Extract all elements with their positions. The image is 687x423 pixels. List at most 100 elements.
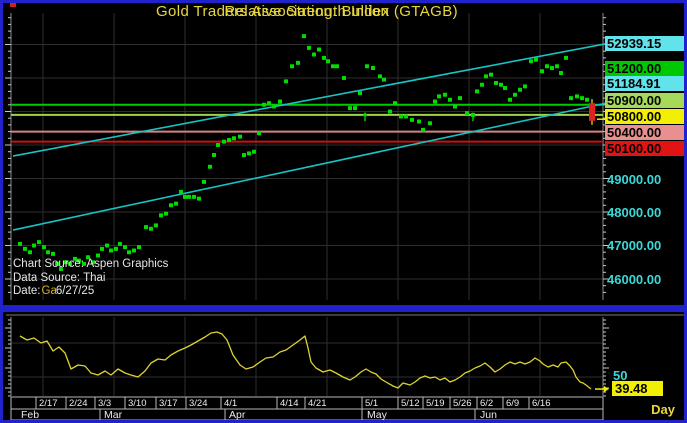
price-axis-tick [5, 111, 11, 112]
price-dot [513, 92, 517, 97]
price-axis-tick [603, 285, 606, 287]
price-axis-tick [603, 137, 606, 139]
rsi-axis-tick [603, 343, 606, 345]
price-dot [475, 89, 479, 94]
price-axis-tick [8, 285, 11, 287]
price-axis-tick [603, 191, 606, 193]
price-axis-tick [8, 265, 11, 267]
price-axis-tick [8, 17, 11, 19]
price-axis-tick [8, 258, 11, 260]
price-dot [32, 243, 36, 248]
price-dot [540, 69, 544, 74]
price-dot [559, 70, 563, 75]
chart-source-line: Chart Source: Aspen Graphics [13, 258, 169, 270]
rsi-axis-tick [603, 339, 606, 341]
rsi-axis-tick [603, 355, 606, 357]
price-dot [100, 246, 104, 251]
price-dot [137, 245, 141, 250]
price-dot [335, 64, 339, 69]
rsi-axis-tick [8, 363, 11, 365]
rsi-line [19, 331, 592, 390]
rsi-axis-tick [603, 319, 606, 321]
panel-separator[interactable] [3, 303, 684, 313]
rsi-axis-tick [603, 371, 606, 373]
price-axis-tick [5, 44, 11, 45]
price-axis-label: 46000.00 [607, 272, 662, 287]
price-dot [545, 64, 549, 69]
price-axis-tick [8, 191, 11, 193]
week-label: 5/19 [426, 398, 445, 409]
price-axis-tick [5, 245, 11, 246]
rsi-axis-tick [8, 391, 11, 393]
price-dot [118, 241, 122, 246]
price-dot [272, 104, 276, 109]
week-label: 3/24 [189, 398, 208, 409]
price-dot [114, 246, 118, 251]
price-axis-tick [8, 238, 11, 240]
rsi-axis-tick [8, 319, 11, 321]
price-axis-tick [8, 124, 11, 126]
rsi-axis-tick [8, 343, 11, 345]
price-axis-tick [603, 211, 609, 213]
date-value: 6/27/25 [55, 285, 95, 297]
price-dot [127, 250, 131, 255]
price-axis-tick [603, 171, 606, 173]
price-level-badge: 50900.00 [605, 93, 684, 108]
rsi-axis-tick [603, 363, 606, 365]
price-axis-tick [603, 131, 606, 133]
signal-arrow-head [470, 112, 476, 117]
price-dot [393, 101, 397, 106]
price-axis-tick [603, 245, 609, 246]
week-label: 2/24 [69, 398, 88, 409]
price-dot [212, 153, 216, 158]
chart-canvas[interactable] [3, 3, 687, 423]
price-axis-tick [603, 178, 609, 179]
price-dot [284, 79, 288, 84]
price-dot [183, 194, 187, 199]
price-dot [534, 57, 538, 62]
price-axis-tick [5, 211, 11, 213]
rsi-axis-tick [5, 367, 11, 369]
week-label: 3/17 [159, 398, 178, 409]
price-dot [421, 127, 425, 132]
price-dot [208, 164, 212, 169]
price-dot [342, 76, 346, 80]
price-dot [465, 111, 469, 116]
date-overlap-artifact: Ga [41, 285, 57, 297]
price-dot [123, 245, 127, 250]
price-dot [484, 74, 488, 79]
price-dot [51, 251, 55, 256]
rsi-axis-tick [603, 367, 609, 369]
price-axis-tick [8, 97, 11, 99]
price-dot [105, 243, 109, 248]
price-dot [64, 260, 68, 265]
rsi-axis-tick [8, 375, 11, 377]
signal-arrow-head [362, 112, 368, 117]
price-axis-tick [8, 131, 11, 133]
price-dot [326, 59, 330, 64]
week-label: 3/10 [128, 398, 147, 409]
price-dot [399, 114, 403, 119]
price-axis-tick [603, 124, 606, 126]
price-dot [433, 99, 437, 104]
price-dot [417, 119, 421, 124]
price-dot [96, 253, 100, 258]
price-axis-tick [8, 157, 11, 159]
price-axis-tick [8, 37, 11, 39]
price-dot [428, 121, 432, 126]
price-dot [55, 261, 59, 266]
price-dot [499, 82, 503, 87]
price-dot [569, 96, 573, 101]
rsi-axis-tick [8, 339, 11, 341]
rsi-axis-tick [603, 331, 606, 333]
price-axis-tick [8, 70, 11, 72]
price-axis-tick [603, 258, 606, 260]
month-label: Mar [104, 409, 123, 421]
price-axis-tick [603, 90, 606, 92]
price-dot [480, 82, 484, 87]
price-dot [86, 255, 90, 260]
month-label: Apr [229, 409, 246, 421]
price-dot [91, 260, 95, 265]
week-label: 4/1 [224, 398, 238, 409]
price-dot [192, 194, 196, 199]
